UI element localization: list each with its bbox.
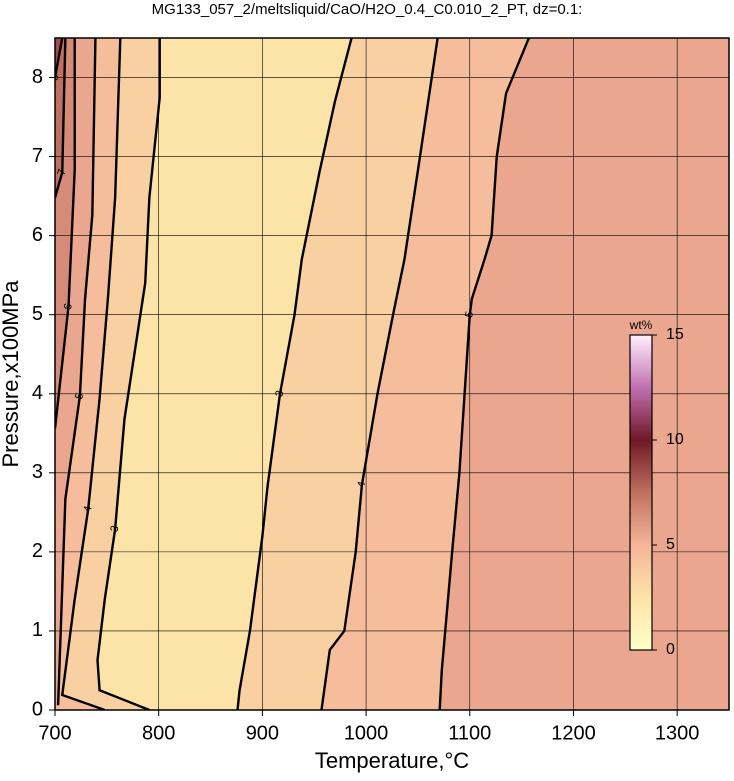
- colorbar-tick-label: 15: [666, 326, 684, 343]
- colorbar-tick-label: 10: [666, 431, 684, 448]
- x-tick-label: 1300: [655, 722, 700, 744]
- contour-label: 4: [82, 505, 95, 514]
- y-tick-label: 6: [32, 224, 43, 246]
- contour-line: [55, 38, 76, 429]
- y-tick-label: 0: [32, 698, 43, 720]
- contour-line: [320, 38, 439, 710]
- colorbar-tick-label: 5: [666, 536, 675, 553]
- plot-area: 345678345: [55, 38, 729, 710]
- colorbar: [629, 334, 653, 651]
- contour-line: [60, 38, 122, 710]
- contour-label: 5: [73, 392, 86, 401]
- colorbar-tick-label: 0: [666, 641, 675, 658]
- x-tick-label: 900: [246, 722, 279, 744]
- contour-label: 6: [62, 302, 75, 311]
- contour-fill: [55, 38, 66, 198]
- chart-title: MG133_057_2/meltsliquid/CaO/H2O_0.4_C0.0…: [152, 1, 583, 18]
- colorbar-label: wt%: [629, 318, 653, 332]
- plot-frame: [54, 37, 730, 711]
- contour-line: [55, 38, 64, 78]
- y-tick-label: 4: [32, 382, 43, 404]
- contour-label: 3: [108, 524, 121, 533]
- y-axis-label: Pressure,x100MPa: [0, 280, 23, 468]
- y-tick-label: 3: [32, 461, 43, 483]
- x-tick-label: 800: [142, 722, 175, 744]
- contour-line: [438, 38, 530, 710]
- x-tick-label: 700: [38, 722, 71, 744]
- contour-label: 7: [56, 168, 69, 177]
- contour-line: [96, 38, 161, 710]
- x-tick-label: 1000: [344, 722, 389, 744]
- y-tick-label: 7: [32, 145, 43, 167]
- contour-line: [55, 38, 67, 199]
- contour-fill: [439, 38, 729, 710]
- y-tick-label: 8: [32, 66, 43, 88]
- contour-line: [56, 38, 97, 706]
- y-tick-label: 1: [32, 619, 43, 641]
- y-tick-label: 2: [32, 540, 43, 562]
- x-axis-label: Temperature,°C: [315, 748, 469, 773]
- x-tick-label: 1200: [551, 722, 596, 744]
- contour-label: 4: [355, 480, 368, 489]
- x-tick-label: 1100: [448, 722, 491, 744]
- y-tick-label: 5: [32, 303, 43, 325]
